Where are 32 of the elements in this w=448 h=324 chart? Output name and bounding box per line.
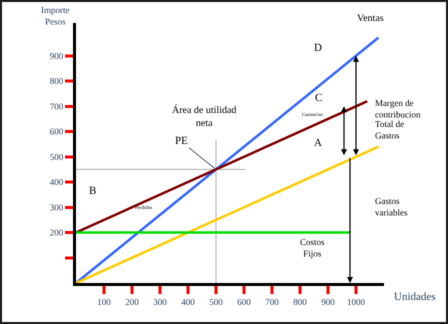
x-tick-label: 900 [321, 296, 336, 307]
annotation: Gastos variables [375, 196, 408, 218]
x-tick-label: 800 [293, 296, 308, 307]
x-tick-label: 500 [209, 296, 224, 307]
y-tick-label: 300 [50, 202, 64, 212]
x-axis-title: Unidades [394, 291, 436, 303]
y-tick-label: 500 [50, 152, 64, 162]
annotation: B [89, 185, 96, 197]
x-tick-label: 100 [97, 296, 112, 307]
annotation: PE [175, 135, 188, 147]
x-tick-label: 300 [153, 296, 168, 307]
annotation: D [314, 42, 322, 54]
x-tick-label: 700 [265, 296, 280, 307]
x-tick-label: 200 [125, 296, 140, 307]
annotation: C [315, 92, 322, 104]
annotation: Área de utilidad neta [172, 104, 236, 129]
y-tick-label: 800 [50, 76, 64, 86]
x-tick-label: 400 [181, 296, 196, 307]
x-tick-label: 600 [237, 296, 252, 307]
annotation: Margen de contribucion [375, 98, 421, 120]
y-tick-label: 900 [50, 50, 64, 61]
y-tick-label: 700 [50, 101, 64, 112]
annotation: Total de Gastos [375, 119, 404, 141]
line-series [76, 100, 368, 234]
y-tick-label: 600 [50, 126, 64, 137]
x-tick-label: 1000 [347, 296, 366, 307]
y-axis-title: Importe Pesos [41, 5, 70, 27]
annotation: Ventas [357, 13, 384, 24]
annotation: A [314, 137, 322, 149]
y-tick-label: 200 [50, 228, 64, 238]
annotation: Costos Fijos [300, 237, 326, 259]
y-tick-label: 400 [50, 177, 64, 188]
